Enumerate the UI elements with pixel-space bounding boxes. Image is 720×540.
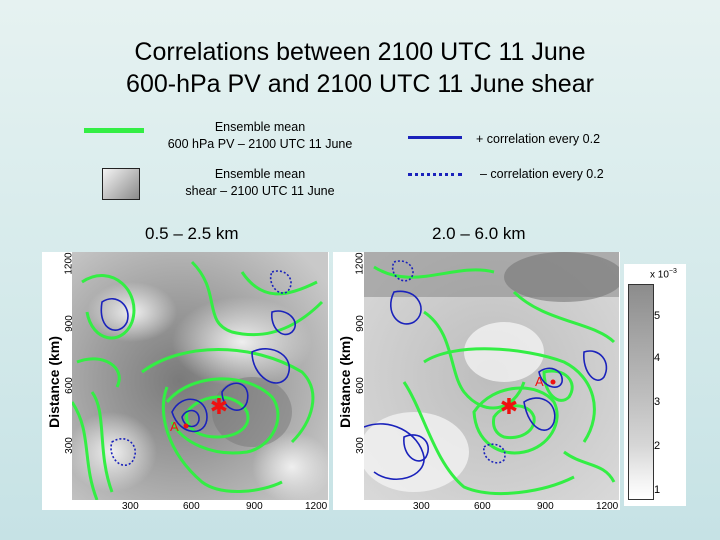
y-axis-label-mid: Distance (km) (337, 336, 353, 428)
ytick-mid-900: 900 (354, 315, 366, 332)
xtick-mid-900: 900 (537, 501, 554, 512)
pos-corr-legend-swatch (408, 136, 462, 139)
ytick-mid-1200: 1200 (354, 252, 366, 275)
pv-legend-label: Ensemble mean 600 hPa PV – 2100 UTC 11 J… (150, 119, 370, 153)
shear-legend-label-line1: Ensemble mean (214, 167, 306, 181)
ytick-mid-300: 300 (354, 437, 366, 454)
xtick-low-600: 600 (183, 501, 200, 512)
pos-corr-legend-label: + correlation every 0.2 (476, 132, 601, 146)
ytick-low-300: 300 (63, 437, 75, 454)
pv-legend-label-line1: Ensemble mean (214, 120, 306, 134)
xtick-low-1200: 1200 (305, 501, 328, 512)
xtick-mid-300: 300 (413, 501, 430, 512)
shear-legend-label: Ensemble mean shear – 2100 UTC 11 June (160, 166, 360, 200)
shear-map-mid: ✱ (364, 252, 619, 500)
shear-legend-swatch (102, 168, 140, 200)
ytick-low-600: 600 (63, 377, 75, 394)
colorbar-gradient (628, 284, 654, 500)
xtick-low-900: 900 (246, 501, 263, 512)
storm-center-marker: ✱ (210, 395, 228, 420)
point-a-label-mid: A (535, 374, 544, 389)
point-a-marker (550, 379, 556, 385)
colorbar-tick-3: 3 (654, 396, 661, 408)
slide-title-line2: 600-hPa PV and 2100 UTC 11 June shear (126, 70, 594, 98)
pv-legend-swatch (84, 128, 144, 133)
neg-corr-legend-label: – correlation every 0.2 (480, 167, 604, 181)
xtick-mid-600: 600 (474, 501, 491, 512)
svg-text:✱: ✱ (500, 395, 518, 420)
shear-legend-label-line2: shear – 2100 UTC 11 June (185, 184, 335, 198)
xtick-mid-1200: 1200 (596, 501, 619, 512)
y-axis-label-low: Distance (km) (46, 336, 62, 428)
slide-title-line1: Correlations between 2100 UTC 11 June (134, 38, 586, 66)
colorbar-tick-5: 5 (654, 310, 661, 322)
svg-text:✱: ✱ (210, 395, 228, 420)
panel-title-mid: 2.0 – 6.0 km (432, 224, 526, 243)
neg-corr-legend-swatch (408, 173, 462, 176)
point-a-marker (183, 423, 189, 429)
shear-map-low: ✱ (72, 252, 328, 500)
ytick-low-900: 900 (63, 315, 75, 332)
ytick-mid-600: 600 (354, 377, 366, 394)
ytick-low-1200: 1200 (63, 252, 75, 275)
xtick-low-300: 300 (122, 501, 139, 512)
colorbar-exponent-power: −3 (668, 268, 677, 275)
point-a-label-low: A (170, 419, 179, 434)
colorbar-exponent: x 10−3 (650, 268, 677, 280)
colorbar-exponent-base: x 10 (650, 269, 669, 281)
storm-center-marker: ✱ (500, 395, 518, 420)
panel-title-low: 0.5 – 2.5 km (145, 224, 239, 243)
colorbar-tick-1: 1 (654, 484, 661, 496)
pv-legend-label-line2: 600 hPa PV – 2100 UTC 11 June (167, 137, 353, 151)
colorbar-tick-4: 4 (654, 352, 661, 364)
colorbar-tick-2: 2 (654, 440, 661, 452)
